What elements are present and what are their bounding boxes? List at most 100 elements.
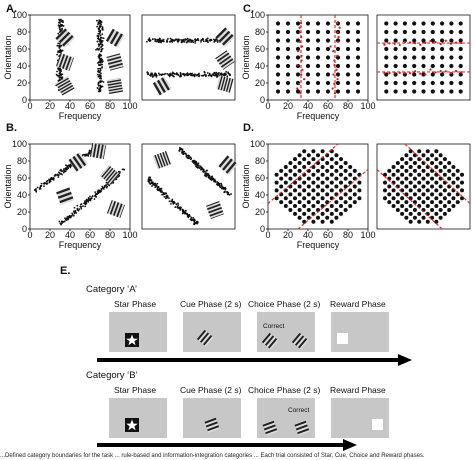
boundary-point <box>398 43 401 47</box>
data-point <box>343 207 348 212</box>
data-point <box>442 157 447 162</box>
data-point <box>402 21 407 26</box>
data-point <box>387 168 392 173</box>
data-point <box>339 157 343 162</box>
data-point <box>355 46 361 52</box>
data-point <box>430 80 435 86</box>
x-tick-label: 0 <box>265 101 270 111</box>
phase-label-cue-a: Cue Phase (2 s) <box>180 299 242 309</box>
data-point <box>96 40 99 43</box>
data-point <box>195 161 197 164</box>
data-point <box>320 204 325 209</box>
data-point <box>384 55 389 60</box>
data-point <box>421 46 426 52</box>
data-point <box>438 184 443 189</box>
data-point <box>315 29 321 35</box>
data-point <box>325 184 330 189</box>
data-point <box>316 184 320 189</box>
category-boundary <box>329 15 341 100</box>
data-point <box>449 29 454 35</box>
data-point <box>185 41 188 44</box>
data-point <box>56 74 59 77</box>
grating-stripe <box>201 140 217 159</box>
data-point <box>325 72 331 77</box>
data-point <box>417 180 422 185</box>
boundary-point <box>439 42 442 46</box>
data-point <box>99 69 102 72</box>
data-point <box>311 204 316 209</box>
data-point <box>43 181 46 184</box>
data-point <box>430 207 435 212</box>
data-point <box>430 21 435 26</box>
data-point <box>66 168 68 171</box>
x-tick-label: 40 <box>65 101 75 111</box>
grating-stripe <box>261 332 274 347</box>
plot-a-left: 00 20 20 40 40 60 60 80 80 100 100 Frequency Orienta… <box>3 10 138 121</box>
data-point <box>57 24 60 27</box>
data-point <box>325 29 331 35</box>
data-point <box>408 219 413 224</box>
data-point <box>98 71 101 74</box>
data-point <box>274 172 279 177</box>
reward-phase-screen <box>331 312 389 352</box>
data-point <box>98 57 101 60</box>
data-point <box>84 153 87 156</box>
boundary-point <box>337 36 340 39</box>
data-point <box>160 74 163 77</box>
data-point <box>274 180 279 185</box>
data-point <box>295 72 301 77</box>
data-point <box>417 164 422 169</box>
data-point <box>393 55 398 60</box>
plot-c-left: 00 20 20 40 40 60 60 80 80 100 100 Frequency Orienta… <box>241 10 376 121</box>
data-point <box>442 196 447 201</box>
data-point <box>169 40 172 43</box>
data-point <box>207 173 210 175</box>
x-axis-label: Frequency <box>59 240 102 250</box>
data-point <box>458 72 463 77</box>
grating-stripe <box>262 420 278 428</box>
data-point <box>183 211 186 213</box>
data-point <box>210 177 213 179</box>
data-point <box>430 63 435 69</box>
data-point <box>305 63 311 69</box>
data-point <box>297 184 302 189</box>
data-point <box>391 204 396 209</box>
phase-label-cue-b: Cue Phase (2 s) <box>180 385 242 395</box>
grating-stripe <box>153 151 162 169</box>
grating-stripe <box>158 151 168 169</box>
boundary-point <box>383 43 386 46</box>
grating-stripe <box>41 44 50 66</box>
data-point <box>412 46 417 52</box>
grating-stripe <box>140 156 149 178</box>
boundary-point <box>299 92 302 95</box>
data-point <box>334 161 339 166</box>
category-boundary <box>267 143 339 204</box>
boundary-point <box>333 59 336 62</box>
data-point <box>58 21 61 24</box>
data-point <box>227 191 230 194</box>
data-point <box>315 21 321 26</box>
data-point <box>168 197 170 200</box>
data-point <box>293 204 297 209</box>
data-point <box>161 193 163 196</box>
data-point <box>227 72 230 75</box>
grating-stripe <box>198 67 205 89</box>
data-point <box>449 63 454 69</box>
boundary-point <box>338 26 341 29</box>
data-point <box>357 188 362 193</box>
data-point <box>95 48 97 51</box>
data-point <box>177 204 180 206</box>
data-point <box>148 39 151 42</box>
x-tick-label: 0 <box>27 230 32 240</box>
data-point <box>101 26 104 28</box>
y-tick-label: 0 <box>22 95 27 105</box>
data-point <box>329 219 334 224</box>
data-point <box>275 46 281 52</box>
data-point <box>438 192 443 197</box>
y-tick-label: 20 <box>17 78 27 88</box>
data-point <box>306 192 311 197</box>
category-a-label: Category ‘A’ <box>86 284 137 295</box>
x-tick-label: 0 <box>27 101 32 111</box>
data-point <box>302 180 307 185</box>
data-point <box>460 180 465 185</box>
